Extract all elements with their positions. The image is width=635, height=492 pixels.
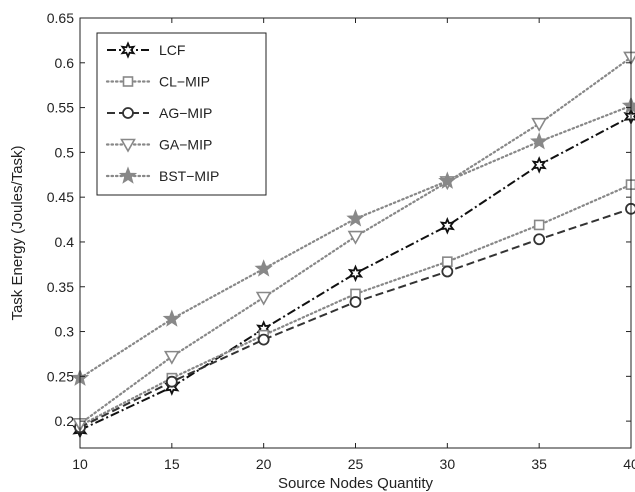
data-point [163, 350, 180, 365]
data-point [165, 375, 178, 388]
data-point [533, 233, 546, 246]
data-point [533, 219, 545, 231]
legend-marker [122, 76, 134, 87]
x-tick-label: 10 [72, 456, 88, 472]
data-point [621, 96, 635, 114]
x-axis: 10 15 20 25 30 35 40 [72, 18, 635, 472]
legend-label: BST−MIP [159, 168, 219, 184]
y-tick-label: 0.4 [55, 234, 75, 250]
data-point [347, 264, 364, 283]
data-point [623, 51, 635, 66]
legend-entry: BST−MIP [105, 166, 219, 184]
legend-marker [122, 107, 134, 119]
legend-label: GA−MIP [159, 137, 212, 153]
legend: LCF CL−MIP AG−MIP GA−MIP BST−MIP [96, 32, 267, 196]
data-point [531, 117, 548, 132]
legend-label: AG−MIP [159, 105, 212, 121]
x-tick-label: 15 [164, 456, 180, 472]
y-tick-label: 0.35 [47, 279, 74, 295]
data-point [254, 259, 273, 277]
data-point [442, 256, 453, 267]
data-point [162, 309, 181, 327]
data-point [349, 296, 362, 308]
x-axis-title: Source Nodes Quantity [278, 475, 434, 492]
legend-entry: CL−MIP [105, 74, 210, 90]
y-tick-label: 0.3 [55, 324, 75, 340]
legend-entry: GA−MIP [105, 137, 212, 153]
data-point [438, 171, 457, 189]
data-point [257, 333, 270, 346]
data-point [530, 132, 549, 150]
x-tick-label: 25 [348, 456, 364, 472]
y-tick-label: 0.6 [55, 55, 75, 71]
legend-label: LCF [159, 42, 185, 58]
data-point [346, 209, 365, 227]
data-point [255, 291, 272, 306]
data-point [441, 265, 454, 278]
legend-entry: AG−MIP [107, 105, 212, 121]
x-tick-label: 35 [531, 456, 547, 472]
y-axis: 0.2 0.25 0.3 0.35 0.4 0.45 0.5 0.55 0.6 0.65 [47, 10, 631, 429]
data-point [347, 230, 364, 245]
y-tick-label: 0.55 [47, 100, 74, 116]
y-tick-label: 0.5 [55, 144, 75, 160]
y-tick-label: 0.2 [55, 413, 75, 429]
y-tick-label: 0.25 [47, 368, 74, 384]
legend-marker [120, 138, 136, 153]
legend-marker [120, 41, 136, 59]
legend-entry: LCF [107, 41, 185, 59]
legend-marker [118, 166, 138, 184]
data-point [531, 156, 547, 174]
x-tick-label: 40 [623, 456, 635, 472]
series-3 [72, 51, 635, 432]
legend-label: CL−MIP [159, 74, 210, 90]
data-point [439, 217, 455, 235]
y-tick-label: 0.45 [47, 189, 74, 205]
x-tick-label: 30 [440, 456, 456, 472]
x-tick-label: 20 [256, 456, 272, 472]
y-axis-title: Task Energy (Joules/Task) [9, 145, 26, 320]
y-tick-label: 0.65 [47, 10, 74, 26]
